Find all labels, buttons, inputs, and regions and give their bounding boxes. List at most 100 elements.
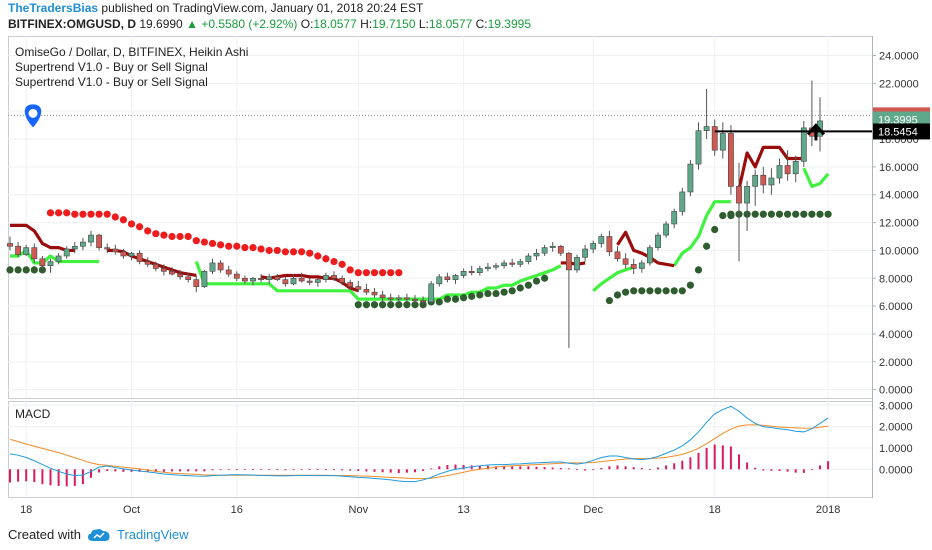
candle-body <box>403 297 410 300</box>
hist-bar <box>365 469 368 472</box>
hist-bar <box>632 467 635 470</box>
candle-body <box>484 266 491 269</box>
hist-bar <box>171 469 173 472</box>
sell-dot <box>225 242 233 250</box>
up-arrow-icon: ▲ <box>186 17 198 31</box>
pin-hole <box>28 108 38 118</box>
sell-dot <box>200 238 208 246</box>
last-price: 19.6990 <box>139 17 183 31</box>
candle-body <box>752 174 759 187</box>
hist-bar <box>584 469 587 471</box>
candle-body <box>7 243 13 247</box>
sell-dot <box>233 242 241 250</box>
buy-dot <box>427 298 435 306</box>
hist-bar <box>810 469 813 471</box>
hist-bar <box>122 469 125 472</box>
buy-dot <box>484 289 492 298</box>
buy-dot <box>476 291 484 299</box>
candle-body <box>493 265 499 268</box>
candle-body <box>598 236 605 244</box>
hist-bar <box>90 469 92 478</box>
candle-body <box>509 262 516 265</box>
buy-dot <box>784 210 792 218</box>
candle-body <box>314 279 321 283</box>
buy-dot <box>6 266 14 274</box>
buy-dot <box>613 291 622 299</box>
author-name[interactable]: TheTradersBias <box>8 1 99 15</box>
publish-header: TheTradersBias published on TradingView.… <box>8 1 423 15</box>
open-value: 18.0577 <box>313 17 357 31</box>
hist-bar <box>130 469 133 472</box>
candle-body <box>736 186 742 204</box>
buy-dot <box>670 287 678 295</box>
sell-dot <box>298 248 306 256</box>
hist-bar <box>333 469 335 471</box>
macd-tick-label: 2.0000 <box>879 422 913 434</box>
hist-bar <box>592 469 595 471</box>
low-value: 18.0577 <box>428 17 473 31</box>
candle-body <box>784 165 791 175</box>
hist-bar <box>535 466 538 470</box>
buy-dot <box>524 281 533 289</box>
hist-bar <box>721 445 724 470</box>
buy-dot <box>743 210 751 218</box>
y-tick-label: 22.0000 <box>879 78 919 90</box>
candle-body <box>719 133 726 151</box>
publish-info: published on TradingView.com, January 01… <box>101 1 424 15</box>
candle-body <box>444 276 451 280</box>
buy-dot <box>30 266 38 274</box>
sell-dot <box>370 269 379 277</box>
hist-bar <box>268 469 271 471</box>
buy-dot <box>759 210 767 218</box>
candle-body <box>792 161 799 175</box>
candle-body <box>96 234 102 248</box>
tradingview-brand[interactable]: TradingView <box>116 527 189 542</box>
black-arrow-icon <box>806 123 826 141</box>
tradingview-cloud-icon <box>87 528 110 541</box>
sell-dot <box>338 260 346 268</box>
hist-bar <box>778 469 781 471</box>
candle-body <box>331 275 337 279</box>
hist-bar <box>65 469 68 487</box>
sell-dot <box>71 210 79 218</box>
buy-dot <box>800 210 808 218</box>
sell-dot <box>55 209 63 217</box>
candle-body <box>55 255 62 262</box>
hist-bar <box>179 469 182 472</box>
y-tick-label: 10.0000 <box>879 245 919 257</box>
candle-body <box>622 258 629 265</box>
x-tick-label: Oct <box>123 504 140 516</box>
buy-dot <box>767 210 776 218</box>
candle-body <box>420 300 426 303</box>
macd-tick-label: 0.0000 <box>879 464 913 476</box>
macd-signal-line <box>9 424 829 480</box>
hist-bar <box>713 444 716 470</box>
candle-body <box>379 294 386 299</box>
hist-bar <box>98 469 101 473</box>
sell-dot <box>79 210 87 218</box>
candle-body <box>371 291 378 296</box>
hist-bar <box>616 465 619 470</box>
buy-dot <box>387 301 395 309</box>
buy-dot <box>808 210 816 218</box>
hist-bar <box>300 469 303 471</box>
sell-dot <box>395 269 403 277</box>
candle-body <box>298 277 305 282</box>
candle-body <box>533 252 540 257</box>
hist-bar <box>17 469 20 482</box>
candle-body <box>63 248 70 257</box>
hist-bar <box>138 469 141 472</box>
hist-bar <box>770 469 773 471</box>
hist-bar <box>454 464 457 470</box>
buy-dot <box>605 296 614 305</box>
sell-dot <box>241 244 249 252</box>
buy-dot <box>468 292 476 300</box>
candle-body <box>768 177 775 186</box>
location-pin-icon[interactable] <box>24 104 42 128</box>
time-axis-ticks: 18 Oct 16 Nov 13 Dec 18 2018 <box>20 504 840 516</box>
hist-bar <box>357 469 360 471</box>
buy-dot <box>638 287 646 295</box>
candle-body <box>655 234 661 248</box>
macd-pane-border <box>8 401 873 498</box>
